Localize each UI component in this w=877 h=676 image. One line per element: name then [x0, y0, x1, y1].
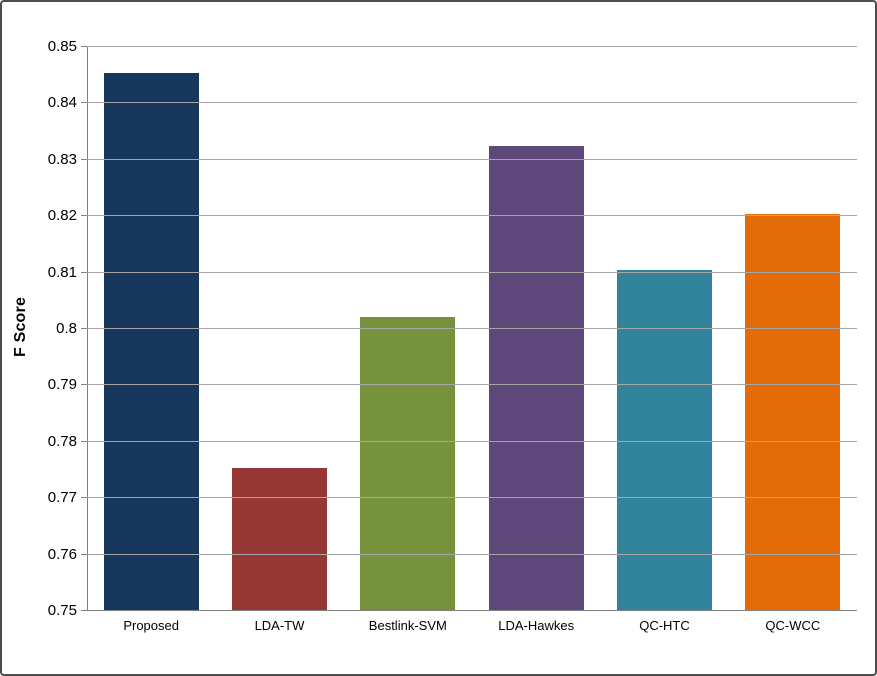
y-axis-tick [81, 384, 87, 386]
y-axis-tick [81, 328, 87, 329]
y-axis-tick-label: 0.75 [47, 602, 77, 619]
x-axis-labels: Proposed LDA-TW Bestlink-SVM LDA-Hawkes QC-H… [87, 618, 857, 633]
bar-proposed [103, 73, 199, 610]
y-axis-tick-label: 0.77 [47, 489, 77, 507]
y-axis-tick [81, 102, 87, 104]
x-axis-category-label: Bestlink-SVM [368, 618, 447, 633]
y-axis-tick [81, 610, 87, 611]
bar-lda-tw [232, 467, 327, 610]
bar-slot [472, 46, 600, 610]
y-axis-tick-label: 0.82 [47, 207, 77, 225]
bar-slot [215, 46, 343, 610]
bar-slot [729, 46, 857, 610]
bar-bestlink-svm [360, 316, 456, 610]
x-axis-category-label: Proposed [123, 618, 179, 633]
bar-slot [600, 46, 728, 610]
y-axis-tick [81, 158, 87, 160]
bar-lda-hawkes [488, 146, 584, 610]
bar-qc-wcc [745, 214, 841, 610]
y-axis-tick-label: 0.8 [56, 320, 77, 337]
y-axis-tick-label: 0.76 [47, 545, 77, 563]
gridline [87, 215, 857, 217]
y-axis-tick-label: 0.79 [47, 376, 77, 394]
x-axis-category-label: QC-WCC [765, 618, 821, 633]
x-axis-category-label: QC-HTC [639, 618, 690, 633]
y-axis-tick-label: 0.78 [47, 432, 77, 450]
plot-area [87, 46, 857, 611]
y-axis-tick-label: 0.85 [47, 38, 77, 55]
gridline [87, 102, 857, 104]
y-axis-tick [81, 440, 87, 442]
bar-slot [87, 46, 215, 610]
y-axis-tick [81, 497, 87, 499]
y-axis-tick [81, 215, 87, 217]
x-axis-category-label: LDA-TW [254, 618, 305, 633]
y-axis-tick-label: 0.81 [47, 263, 77, 281]
gridline [87, 158, 857, 160]
gridline [87, 440, 857, 442]
gridline [87, 553, 857, 555]
gridline [87, 328, 857, 329]
bar-slot [344, 46, 472, 610]
gridline [87, 384, 857, 386]
y-axis-tick-label: 0.83 [47, 150, 77, 168]
y-axis-tick [81, 553, 87, 555]
y-axis-tick-label: 0.84 [47, 94, 77, 112]
x-axis-line [87, 610, 857, 611]
gridline [87, 271, 857, 273]
bar-qc-htc [617, 270, 712, 610]
gridline [87, 497, 857, 499]
gridline [87, 46, 857, 47]
x-axis-category-label: LDA-Hawkes [498, 618, 575, 633]
bar-series [87, 46, 857, 610]
y-axis-tick [81, 271, 87, 273]
y-axis-tick [81, 46, 87, 47]
